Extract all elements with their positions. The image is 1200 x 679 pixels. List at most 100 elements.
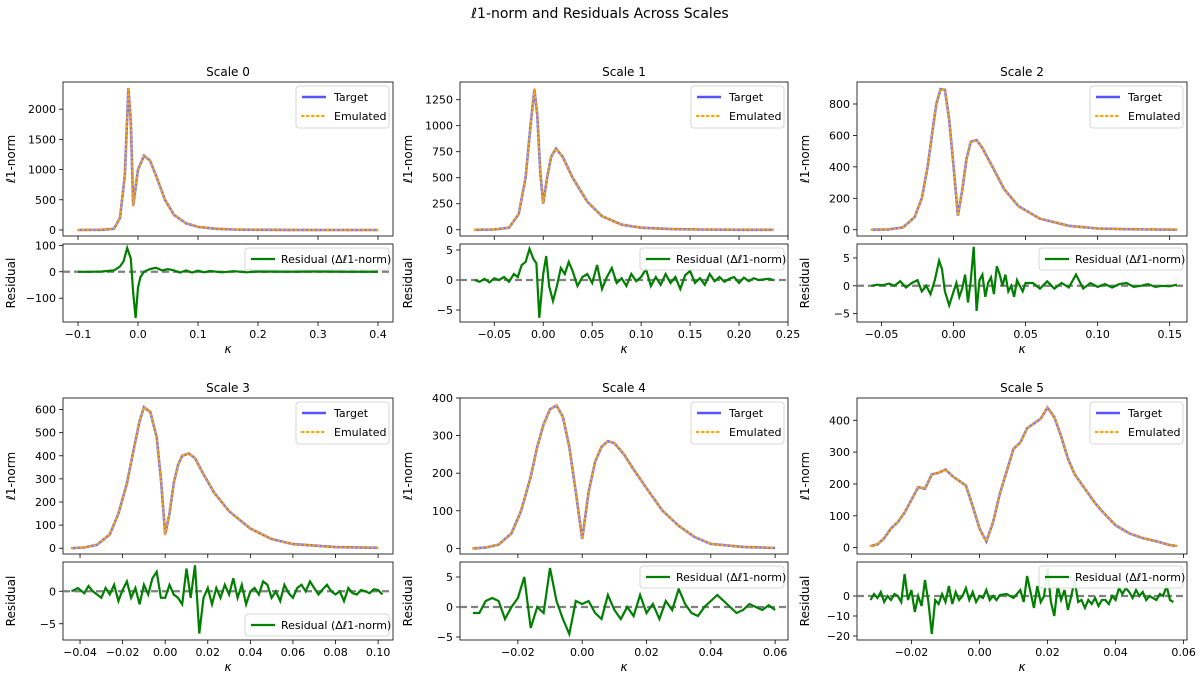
panel-2-top-ytick-label: 400 bbox=[829, 161, 850, 174]
panel-2: Scale 2 0 200 400 600 800 ℓ1-norm Target Emulate… bbox=[798, 65, 1188, 356]
panel-0-top-ytick-label: 500 bbox=[35, 194, 56, 207]
panel-2-xtick-label: 0.00 bbox=[941, 328, 966, 341]
panel-4-xtick-label: 0.04 bbox=[699, 646, 724, 659]
panel-4-xtick-label: 0.06 bbox=[763, 646, 788, 659]
panel-0-top-ytick-label: 1000 bbox=[28, 164, 56, 177]
panel-5-legend-emulated-label: Emulated bbox=[1128, 426, 1181, 439]
panel-3-top-ytick-label: 400 bbox=[35, 450, 56, 463]
panel-1-bottom-ytick-label: 5 bbox=[446, 244, 453, 257]
panel-4-xtick-label: 0.00 bbox=[570, 646, 595, 659]
panel-4-top-frame bbox=[459, 397, 789, 555]
panel-3-xtick-label: 0.06 bbox=[281, 646, 306, 659]
panel-4: Scale 4 0 100 200 300 400 ℓ1-norm Target Emulate… bbox=[401, 381, 789, 674]
panel-0-top-ytick-label: 1500 bbox=[28, 133, 56, 146]
panel-2-xtick-label: 0.05 bbox=[1013, 328, 1038, 341]
panel-1-residual-legend: Residual (Δℓ1-norm) bbox=[639, 247, 786, 271]
panel-0-xtick-label: 0.2 bbox=[249, 328, 267, 341]
panel-5-ylabel-bottom: Residual bbox=[798, 576, 812, 627]
panel-1-legend-target-label: Target bbox=[728, 91, 764, 104]
panel-3-top-ytick-label: 0 bbox=[49, 542, 56, 555]
panel-5-bottom-ytick-label: 0 bbox=[843, 590, 850, 603]
panel-1-xtick-label: 0.05 bbox=[580, 328, 605, 341]
panel-2-top-ytick-label: 800 bbox=[829, 98, 850, 111]
panel-5-emulated-line bbox=[869, 405, 1178, 547]
panel-3-bottom-frame bbox=[62, 561, 394, 641]
panel-0-bottom-ytick-label: 0 bbox=[49, 266, 56, 279]
panel-3-xlabel: κ bbox=[224, 660, 232, 674]
panel-4-bottom-ytick-label: 5 bbox=[446, 571, 453, 584]
panel-1-bottom-ytick-label: −5 bbox=[437, 304, 453, 317]
panel-4-title: Scale 4 bbox=[602, 381, 646, 395]
panel-0-xlabel: κ bbox=[224, 342, 232, 356]
panel-5-top-ytick-label: 100 bbox=[829, 510, 850, 523]
panel-1-xtick-label: 0.20 bbox=[727, 328, 752, 341]
panel-5-xtick-label: 0.06 bbox=[1171, 646, 1196, 659]
panel-3-bottom-ytick-label: −5 bbox=[40, 618, 56, 631]
panel-0-top-ytick-label: 2000 bbox=[28, 103, 56, 116]
panel-5-legend-target-label: Target bbox=[1127, 407, 1163, 420]
panel-3-emulated-line bbox=[70, 405, 380, 550]
panel-4-bottom-ytick-label: −5 bbox=[437, 631, 453, 644]
panel-1-xtick-label: 0.15 bbox=[678, 328, 703, 341]
panel-1-xtick-label: 0.10 bbox=[629, 328, 654, 341]
panel-0-legend-emulated-label: Emulated bbox=[334, 110, 387, 123]
panel-4-ylabel-bottom: Residual bbox=[401, 576, 415, 627]
panel-4-bottom-frame bbox=[459, 561, 789, 641]
panel-2-bottom-frame bbox=[856, 243, 1188, 323]
panel-0-ylabel-bottom: Residual bbox=[4, 258, 18, 309]
panel-1-top-ytick-label: 250 bbox=[432, 198, 453, 211]
panel-1-bottom-frame bbox=[459, 243, 789, 323]
panel-5-top-ytick-label: 200 bbox=[829, 478, 850, 491]
panel-5-xtick-label: −0.02 bbox=[895, 646, 929, 659]
panel-4-residual-line bbox=[472, 567, 776, 638]
panel-3-bottom-ytick-label: 0 bbox=[49, 585, 56, 598]
panel-0-xtick-label: −0.1 bbox=[65, 328, 92, 341]
panel-5-bottom-ytick-label: −20 bbox=[827, 630, 850, 643]
panel-0-title: Scale 0 bbox=[206, 65, 250, 79]
panel-1-ylabel-top: ℓ1-norm bbox=[401, 135, 415, 184]
panel-1-emulated-line bbox=[473, 89, 775, 231]
panel-1-legend-residual-label: Residual (Δℓ1-norm) bbox=[676, 253, 786, 266]
panel-4-top-ytick-label: 400 bbox=[432, 392, 453, 405]
panel-5-top-ytick-label: 0 bbox=[843, 542, 850, 555]
panel-1-title: Scale 1 bbox=[602, 65, 646, 79]
panel-4-legend-residual-label: Residual (Δℓ1-norm) bbox=[676, 571, 786, 584]
panel-2-ylabel-top: ℓ1-norm bbox=[798, 135, 812, 184]
panel-3-legend: Target Emulated bbox=[295, 401, 390, 445]
panel-5-residual-legend: Residual (Δℓ1-norm) bbox=[1038, 565, 1185, 589]
panel-5-xlabel: κ bbox=[1018, 660, 1026, 674]
panel-3-residual-line bbox=[70, 565, 384, 634]
panel-3-xtick-label: 0.08 bbox=[323, 646, 348, 659]
panel-5-residual-line bbox=[869, 567, 1174, 635]
panel-0-bottom-ytick-label: 100 bbox=[35, 239, 56, 252]
panel-3-top-frame bbox=[62, 397, 394, 555]
panel-3-ylabel-bottom: Residual bbox=[4, 576, 18, 627]
panel-2-legend-residual-label: Residual (Δℓ1-norm) bbox=[1075, 253, 1185, 266]
panel-3-xtick-label: 0.02 bbox=[196, 646, 221, 659]
panel-1-ylabel-bottom: Residual bbox=[401, 258, 415, 309]
panel-2-top-frame bbox=[856, 81, 1188, 237]
panel-0: Scale 00500100015002000ℓ1-normTargetEmul… bbox=[4, 65, 394, 356]
panel-4-xtick-label: 0.02 bbox=[634, 646, 659, 659]
panel-0-xtick-label: 0.1 bbox=[189, 328, 207, 341]
panel-1-top-ytick-label: 1250 bbox=[425, 94, 453, 107]
panel-2-legend-target-label: Target bbox=[1127, 91, 1163, 104]
panel-4-top-ytick-label: 200 bbox=[432, 467, 453, 480]
panel-3-title: Scale 3 bbox=[206, 381, 250, 395]
panel-3-xtick-label: 0.04 bbox=[238, 646, 263, 659]
panel-4-xlabel: κ bbox=[620, 660, 628, 674]
panel-3-top-ytick-label: 100 bbox=[35, 519, 56, 532]
panel-5-xtick-label: 0.02 bbox=[1035, 646, 1060, 659]
panel-2-top-ytick-label: 200 bbox=[829, 192, 850, 205]
panel-3-top-ytick-label: 300 bbox=[35, 473, 56, 486]
panel-1-residual-line bbox=[474, 245, 774, 318]
panel-1-legend-emulated-label: Emulated bbox=[729, 110, 782, 123]
panel-4-top-ytick-label: 100 bbox=[432, 505, 453, 518]
panel-5-bottom-frame bbox=[856, 561, 1188, 641]
panel-5-top-frame bbox=[856, 397, 1188, 555]
panel-4-legend-target-label: Target bbox=[728, 407, 764, 420]
panel-5-top-ytick-label: 300 bbox=[829, 446, 850, 459]
panel-0-legend-residual-label: Residual (Δℓ1-norm) bbox=[281, 253, 391, 266]
panel-3-ylabel-top: ℓ1-norm bbox=[4, 452, 18, 501]
